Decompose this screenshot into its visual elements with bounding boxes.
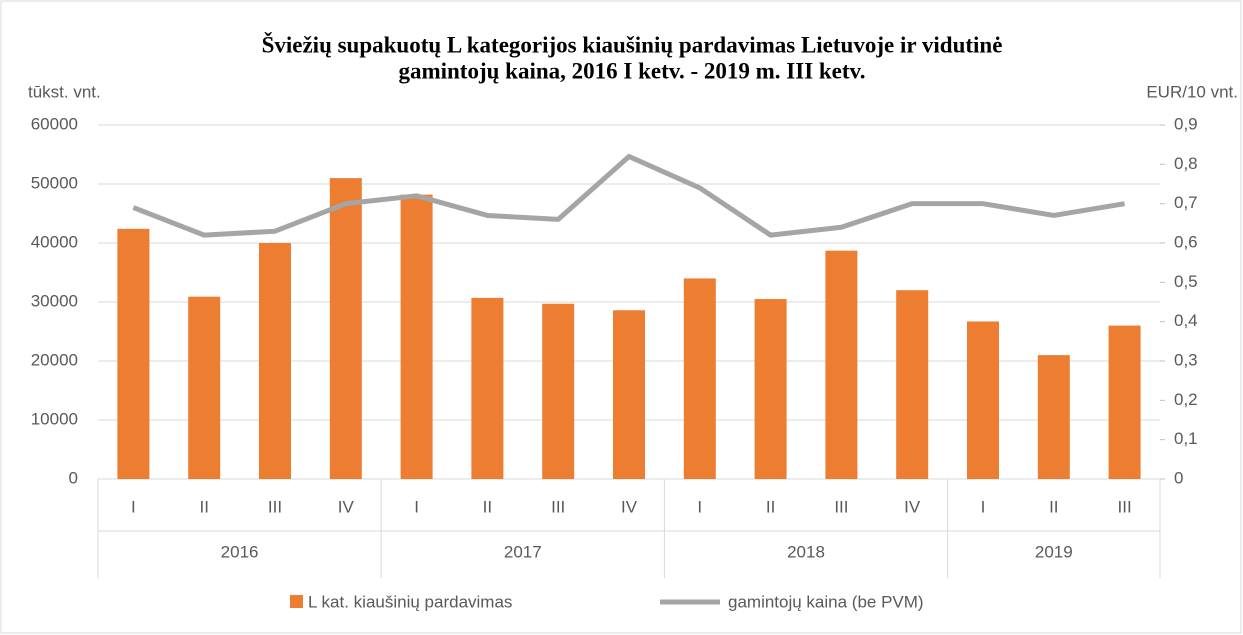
x-tick-label: I	[414, 497, 419, 516]
y-tick-label: 0	[69, 468, 78, 487]
x-tick-label: III	[551, 497, 565, 516]
bar	[117, 228, 150, 479]
y2-tick-label: 0,6	[1174, 232, 1198, 251]
x-tick-label: I	[697, 497, 702, 516]
x-tick-label: IV	[904, 497, 921, 516]
y-tick-label: 20000	[31, 350, 78, 369]
x-tick-label: I	[981, 497, 986, 516]
x-tick-label: II	[1049, 497, 1058, 516]
y2-tick-label: 0,3	[1174, 350, 1198, 369]
x-tick-label: III	[834, 497, 848, 516]
bar	[683, 278, 716, 479]
legend-label: gamintojų kaina (be PVM)	[728, 592, 924, 611]
y-tick-label: 30000	[31, 291, 78, 310]
y2-tick-label: 0,5	[1174, 272, 1198, 291]
bar	[188, 296, 221, 479]
x-group-label: 2017	[504, 542, 542, 561]
y2-tick-label: 0	[1174, 468, 1183, 487]
y-tick-label: 40000	[31, 232, 78, 251]
x-group-label: 2018	[787, 542, 825, 561]
line	[132, 153, 1126, 238]
y2-tick-label: 0,9	[1174, 114, 1198, 133]
legend-label: L kat. kiaušinių pardavimas	[308, 592, 512, 611]
bar	[896, 290, 929, 479]
x-tick-label: II	[483, 497, 492, 516]
chart-title: gamintojų kaina, 2016 I ketv. - 2019 m. …	[398, 58, 865, 83]
x-tick-label: II	[199, 497, 208, 516]
y2-tick-label: 0,2	[1174, 390, 1198, 409]
y2-axis-label: EUR/10 vnt.	[1146, 82, 1238, 101]
y2-tick-label: 0,8	[1174, 154, 1198, 173]
x-tick-label: III	[268, 497, 282, 516]
bar	[1108, 325, 1141, 479]
x-tick-label: I	[131, 497, 136, 516]
y-tick-label: 60000	[31, 114, 78, 133]
y-tick-label: 50000	[31, 173, 78, 192]
x-tick-label: IV	[338, 497, 355, 516]
y2-tick-label: 0,4	[1174, 311, 1198, 330]
bar	[259, 243, 291, 479]
x-tick-label: II	[766, 497, 775, 516]
bar	[542, 303, 575, 479]
bar	[329, 178, 362, 479]
x-group-label: 2019	[1035, 542, 1073, 561]
y-axis-label: tūkst. vnt.	[28, 82, 101, 101]
bar	[400, 194, 433, 479]
bar	[1037, 355, 1070, 479]
legend-swatch	[290, 595, 303, 608]
y2-tick-label: 0,1	[1174, 429, 1198, 448]
x-tick-label: III	[1118, 497, 1132, 516]
bar	[967, 321, 999, 479]
x-group-label: 2016	[221, 542, 259, 561]
bar	[754, 299, 787, 479]
bar	[471, 297, 504, 479]
bar	[613, 310, 645, 479]
y2-tick-label: 0,7	[1174, 193, 1198, 212]
x-tick-label: IV	[621, 497, 638, 516]
bar	[825, 250, 858, 479]
chart-title: Šviežių supakuotų L kategorijos kiaušini…	[262, 31, 1003, 57]
y-tick-label: 10000	[31, 409, 78, 428]
